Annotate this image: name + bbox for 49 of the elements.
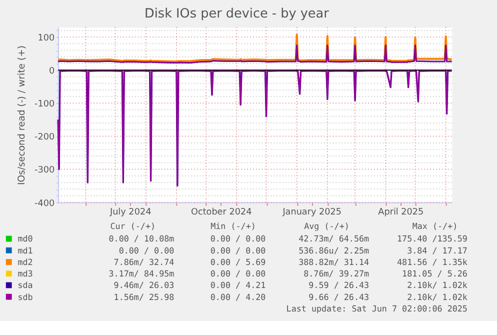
legend-label: md1 [18,245,33,256]
legend-label: md0 [18,234,33,244]
legend-label: sda [18,280,33,290]
text: Last update: Sat Jun 7 02:00:06 2025 [286,303,468,314]
text: 0.00 / 4.21 [210,280,266,290]
y-tick-label: 100 [38,34,55,44]
y-tick-label: -200 [34,132,55,143]
line-series [57,44,452,64]
x-tick-label: April 2025 [378,208,424,218]
legend-label: sdb [18,292,33,302]
line-series [57,34,453,63]
text: 1.56m/ 25.98 [114,292,174,302]
text: Min (-/+) [210,220,256,231]
legend-label: md3 [18,268,33,279]
y-tick-label: -100 [34,100,55,110]
text: 3.84 / 17.17 [407,245,468,256]
y-axis-title: IOs/second read (-) / write (+) [16,45,28,185]
text: 2.10k/ 1.02k [407,292,468,302]
text: 181.05 / 5.26 [402,268,468,279]
text: 175.40 /135.59 [397,234,468,244]
text: 9.46m/ 26.03 [114,280,174,290]
text: 9.59 / 26.43 [308,280,370,290]
y-tick-label: -400 [34,198,55,209]
legend-label: md2 [18,256,33,267]
text: Max (-/+) [412,220,458,231]
text: Cur (-/+) [110,220,156,231]
text: 0.00 / 4.20 [210,292,266,302]
x-tick-label: July 2024 [108,208,152,218]
y-tick-label: -300 [34,166,55,176]
text: 3.17m/ 84.95m [108,268,174,279]
text: 481.56 / 1.35k [397,256,468,267]
x-tick-label: January 2025 [282,208,342,218]
text: 0.00 / 10.08m [108,234,174,244]
text: 0.00 / 0.00 [210,245,266,256]
text: 9.66 / 26.43 [308,292,370,302]
text: 0.00 / 0.00 [210,268,266,279]
text: 0.00 / 5.69 [210,256,266,267]
y-tick-label: 0 [48,66,55,77]
text: 8.76m/ 39.27m [304,268,370,279]
text: 42.73m/ 64.56m [298,234,370,244]
text: 0.00 / 0.00 [118,245,174,256]
text: 7.86m/ 32.74 [114,256,174,267]
text: 0.00 / 0.00 [210,234,266,244]
chart-title: Disk IOs per device - by year [144,6,330,22]
x-tick-label: October 2024 [190,208,252,218]
text: 536.86u/ 2.25m [298,245,370,256]
text: 2.10k/ 1.02k [407,280,468,290]
text: Avg (-/+) [304,220,350,231]
text: 388.82m/ 31.14 [298,256,370,267]
